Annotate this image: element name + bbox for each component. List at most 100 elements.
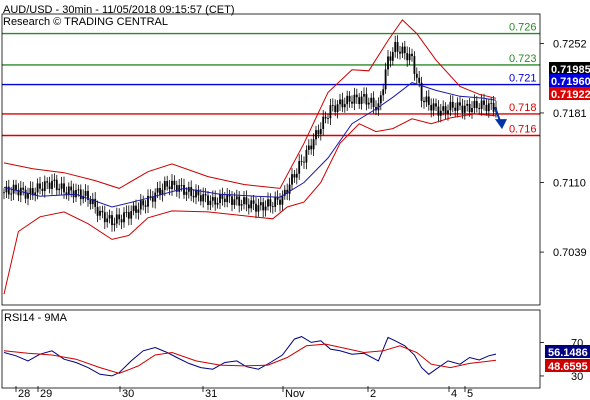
candle-body xyxy=(418,77,421,83)
rsi-panel: RSI14 - 9MA xyxy=(3,312,497,377)
candle-body xyxy=(473,100,476,108)
candle-body xyxy=(459,102,461,106)
candle-body xyxy=(372,97,375,108)
candle-body xyxy=(461,105,464,113)
candle-body xyxy=(396,42,399,52)
price-panel: 0.726 0.723 0.721 0.718 0.716 xyxy=(2,19,540,295)
candle-body xyxy=(435,103,437,107)
candle-body xyxy=(180,185,183,186)
candle-body xyxy=(161,189,164,195)
candle-body xyxy=(60,183,63,189)
candle-body xyxy=(471,107,473,113)
rsi-value-tag-label: 48.6595 xyxy=(548,361,588,373)
candle-body xyxy=(118,214,121,220)
candle-body xyxy=(94,198,97,207)
candle-body xyxy=(173,180,176,185)
candle-body xyxy=(166,181,169,187)
candle-body xyxy=(171,180,173,190)
candle-body xyxy=(317,130,320,135)
candle-body xyxy=(432,103,435,111)
candle-body xyxy=(480,100,483,109)
candle-body xyxy=(175,184,178,192)
candle-body xyxy=(339,99,341,105)
candle-body xyxy=(379,95,382,104)
candle-body xyxy=(195,189,197,198)
chart-title: AUD/USD - 30min - 11/05/2018 09:15:57 (C… xyxy=(3,4,235,16)
candle-body xyxy=(31,188,34,196)
candle-body xyxy=(46,181,49,183)
x-axis-tick-label: Nov xyxy=(285,388,305,400)
candle-body xyxy=(70,186,73,191)
candle-body xyxy=(22,187,25,190)
candle-body xyxy=(96,206,99,216)
price-axis-tick-label: 0.7039 xyxy=(553,247,587,259)
rsi-series-line-0 xyxy=(3,336,497,377)
candle-body xyxy=(483,100,485,105)
candle-body xyxy=(425,96,428,103)
candle-body xyxy=(370,97,373,103)
candle-body xyxy=(130,211,133,219)
candle-body xyxy=(389,56,392,61)
price-panel-frame xyxy=(1,13,541,306)
candles xyxy=(3,35,497,232)
candle-body xyxy=(15,184,17,190)
candle-body xyxy=(24,189,27,199)
candle-body xyxy=(211,197,214,201)
rsi-panel-frame xyxy=(1,309,541,389)
candle-body xyxy=(259,202,262,206)
candle-body xyxy=(329,105,332,119)
candle-body xyxy=(341,99,344,108)
candle-body xyxy=(456,102,459,111)
candle-body xyxy=(250,200,253,209)
candle-body xyxy=(156,188,159,193)
candle-body xyxy=(264,206,267,211)
candle-body xyxy=(449,101,452,111)
candle-body xyxy=(108,215,111,219)
candle-body xyxy=(139,200,142,210)
candle-body xyxy=(207,195,209,205)
rsi-title: RSI14 - 9MA xyxy=(4,312,68,324)
chart-source: Research © TRADING CENTRAL xyxy=(3,16,168,28)
candle-body xyxy=(79,189,82,200)
candle-body xyxy=(89,199,92,205)
candle-body xyxy=(219,193,221,203)
candle-body xyxy=(267,199,269,207)
x-axis-tick-label: 28 xyxy=(18,388,30,400)
candle-body xyxy=(295,173,298,178)
x-axis-tick-label: 29 xyxy=(40,388,52,400)
candle-body xyxy=(343,104,346,108)
x-axis-tick-label: 31 xyxy=(205,388,217,400)
candle-body xyxy=(82,195,85,200)
candle-body xyxy=(303,161,305,163)
candle-body xyxy=(492,102,495,112)
candle-body xyxy=(281,195,284,205)
candle-body xyxy=(262,202,265,211)
candle-body xyxy=(319,128,322,135)
candle-body xyxy=(444,106,447,114)
candle-body xyxy=(238,196,241,206)
candle-body xyxy=(183,185,185,195)
candle-body xyxy=(442,106,445,111)
candle-body xyxy=(209,200,212,205)
candle-body xyxy=(401,46,404,54)
rsi-axis-tick-label: 30 xyxy=(571,371,583,383)
candle-body xyxy=(125,212,128,213)
candle-body xyxy=(221,193,224,199)
candle-body xyxy=(360,96,363,105)
candle-body xyxy=(348,95,351,102)
candle-body xyxy=(276,196,279,200)
level-label-1: 0.723 xyxy=(509,53,537,65)
candle-body xyxy=(41,188,44,192)
candle-body xyxy=(154,192,157,202)
candle-body xyxy=(315,130,317,140)
candle-body xyxy=(51,180,53,189)
candle-body xyxy=(34,192,37,196)
price-tag-box xyxy=(549,74,590,87)
candle-body xyxy=(271,206,274,208)
candle-body xyxy=(233,199,236,205)
candle-body xyxy=(353,94,356,104)
candle-body xyxy=(336,104,339,112)
candle-body xyxy=(394,42,397,52)
price-axis-tick-label: 0.7110 xyxy=(553,178,586,190)
